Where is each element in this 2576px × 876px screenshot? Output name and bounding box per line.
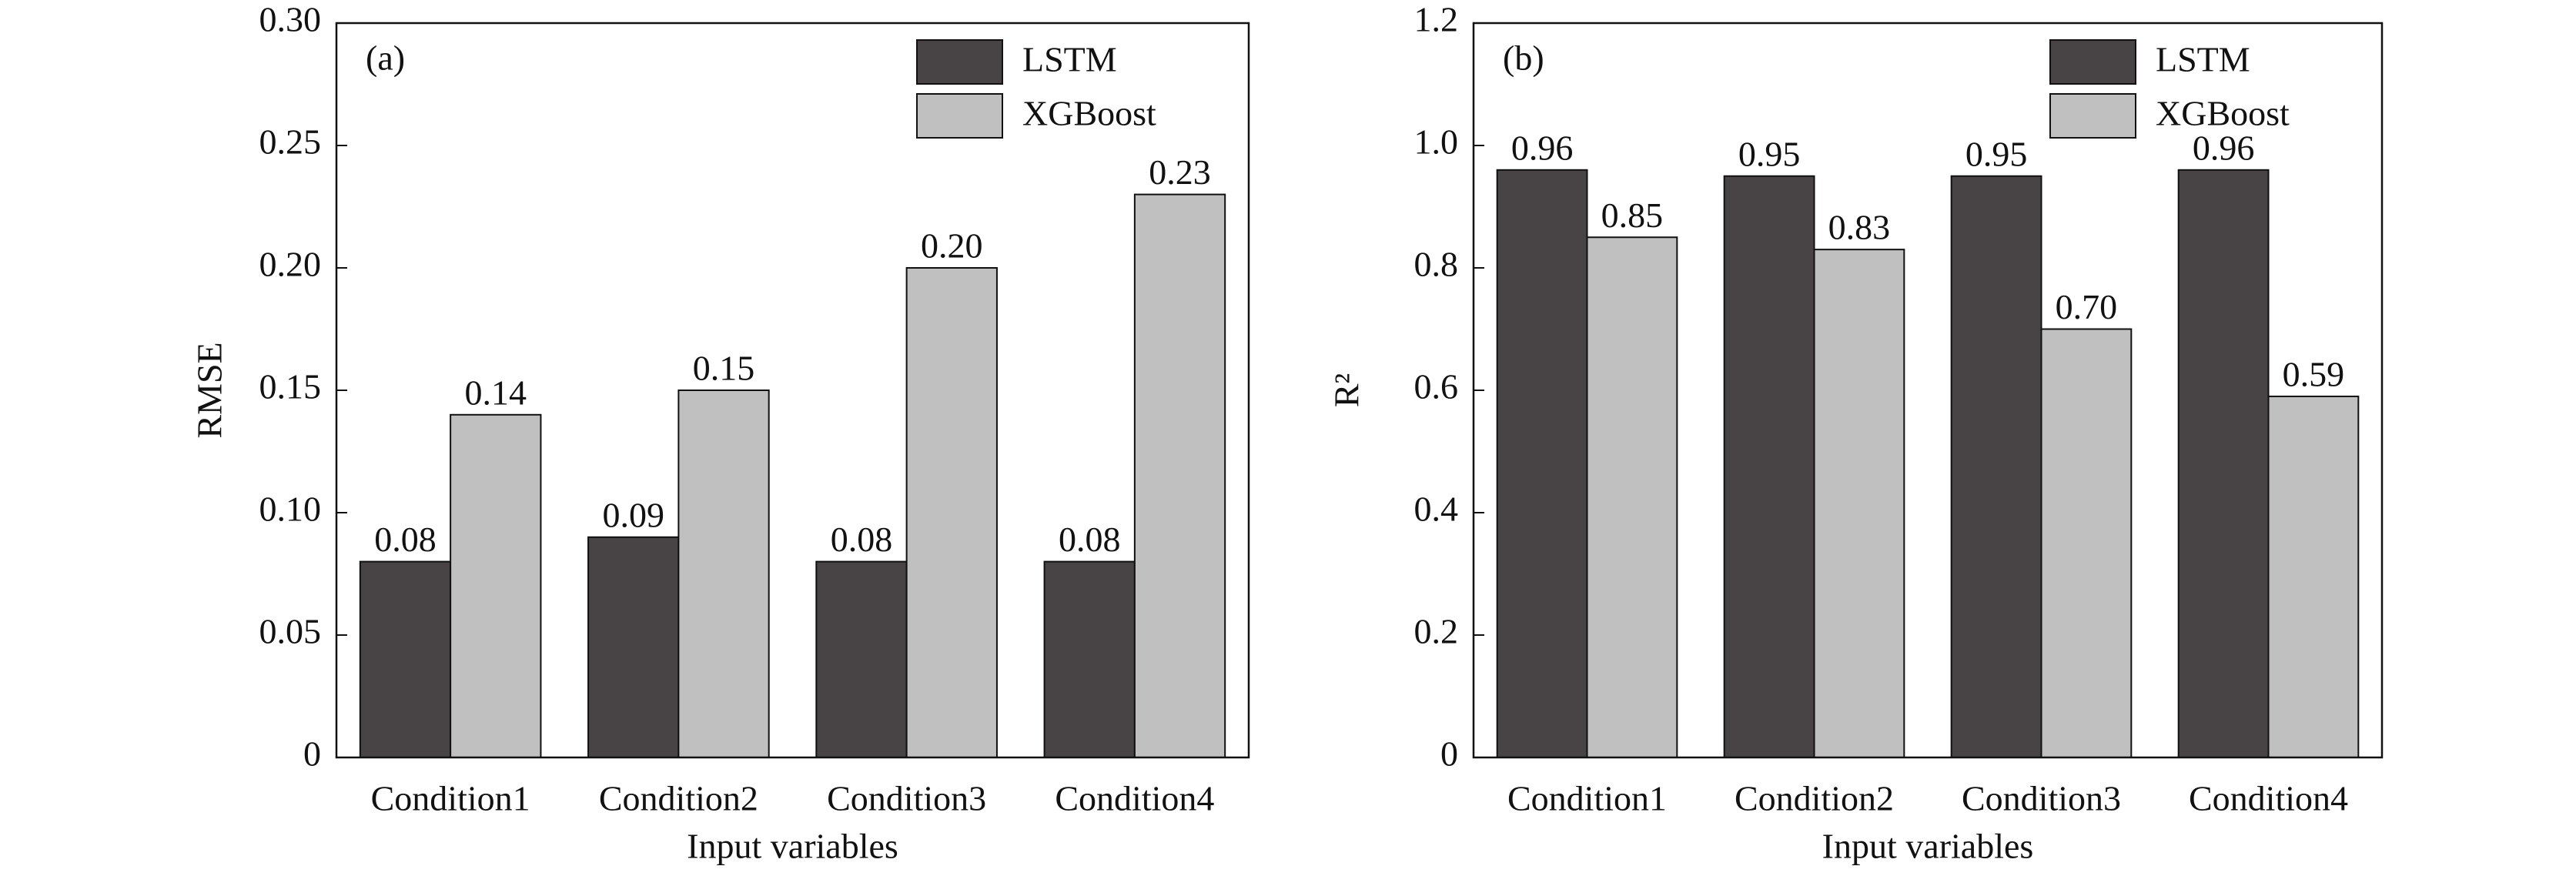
bar [450, 413, 542, 758]
bar [359, 560, 452, 758]
legend-label: LSTM [2156, 40, 2250, 79]
y-tick-label: 0 [1440, 734, 1458, 774]
panel-label: (a) [366, 38, 405, 78]
bar [1950, 175, 2042, 758]
value-label: 0.23 [1149, 152, 1211, 192]
chart-panel: 0.08 0.09 0.08 0.08 0.14 0.15 0.20 0.23 0 0.05 0.1… [190, 0, 1250, 866]
bar [1133, 193, 1226, 759]
y-tick-label: 0.6 [1414, 367, 1459, 406]
x-axis-label: Input variables [687, 827, 898, 866]
bar [1496, 169, 1588, 759]
x-tick-label: Condition2 [599, 779, 758, 818]
bar [1586, 236, 1678, 758]
y-tick-label: 0.30 [259, 0, 322, 39]
legend-swatch [916, 93, 1003, 139]
x-tick-label: Condition4 [1055, 779, 1214, 818]
y-tick-label: 0.4 [1414, 490, 1459, 529]
legend-label: XGBoost [2156, 94, 2290, 133]
x-tick-label: Condition3 [1962, 779, 2121, 818]
bar [905, 267, 998, 758]
value-label: 0.96 [1511, 128, 1574, 167]
y-tick-label: 1.2 [1414, 0, 1459, 39]
legend-swatch [2049, 93, 2136, 139]
panel-label: (b) [1503, 38, 1544, 78]
value-label: 0.83 [1828, 208, 1891, 247]
value-label: 0.96 [2193, 128, 2255, 167]
y-tick-label: 0.10 [259, 490, 322, 529]
y-tick-label: 0.15 [259, 367, 322, 406]
bar [1723, 175, 1815, 758]
x-tick-label: Condition3 [827, 779, 986, 818]
y-axis-label: RMSE [190, 342, 229, 438]
plot-frame [335, 22, 1250, 759]
y-tick-label: 0.20 [259, 245, 322, 284]
bar [587, 536, 680, 758]
value-label: 0.14 [465, 373, 527, 412]
y-tick-label: 0.25 [259, 122, 322, 162]
y-axis-label: R² [1327, 373, 1367, 407]
x-tick-label: Condition1 [371, 779, 530, 818]
x-tick-label: Condition2 [1735, 779, 1894, 818]
y-tick-label: 0.8 [1414, 245, 1459, 284]
bar [2040, 328, 2133, 758]
y-tick-label: 0.2 [1414, 612, 1459, 651]
value-label: 0.95 [1738, 134, 1801, 173]
y-tick-label: 1.0 [1414, 122, 1459, 162]
bar [677, 390, 770, 758]
value-label: 0.08 [1059, 520, 1121, 559]
x-axis-label: Input variables [1822, 827, 2034, 866]
value-label: 0.95 [1965, 134, 2028, 173]
value-label: 0.15 [693, 349, 755, 388]
legend-label: LSTM [1022, 40, 1117, 79]
bar [815, 560, 908, 758]
y-tick-label: 0 [303, 734, 321, 774]
legend-swatch [916, 39, 1003, 85]
value-label: 0.85 [1601, 196, 1664, 235]
x-tick-label: Condition4 [2189, 779, 2348, 818]
y-tick-label: 0.05 [259, 612, 322, 651]
x-tick-label: Condition1 [1507, 779, 1667, 818]
value-label: 0.70 [2056, 287, 2118, 326]
bar [1813, 249, 1905, 758]
plot-frame [1472, 22, 2384, 759]
value-label: 0.08 [374, 520, 437, 559]
legend-label: XGBoost [1022, 94, 1156, 133]
value-label: 0.08 [831, 520, 893, 559]
bar [2267, 395, 2360, 758]
value-label: 0.20 [921, 226, 983, 266]
value-label: 0.59 [2283, 355, 2345, 394]
legend-swatch [2049, 39, 2136, 85]
value-label: 0.09 [602, 495, 664, 534]
bar [2177, 169, 2270, 759]
bar [1043, 560, 1136, 758]
chart-panel: 0.96 0.95 0.95 0.96 0.85 0.83 0.70 0.59 0 0.2 0.4 0… [1327, 0, 2384, 866]
